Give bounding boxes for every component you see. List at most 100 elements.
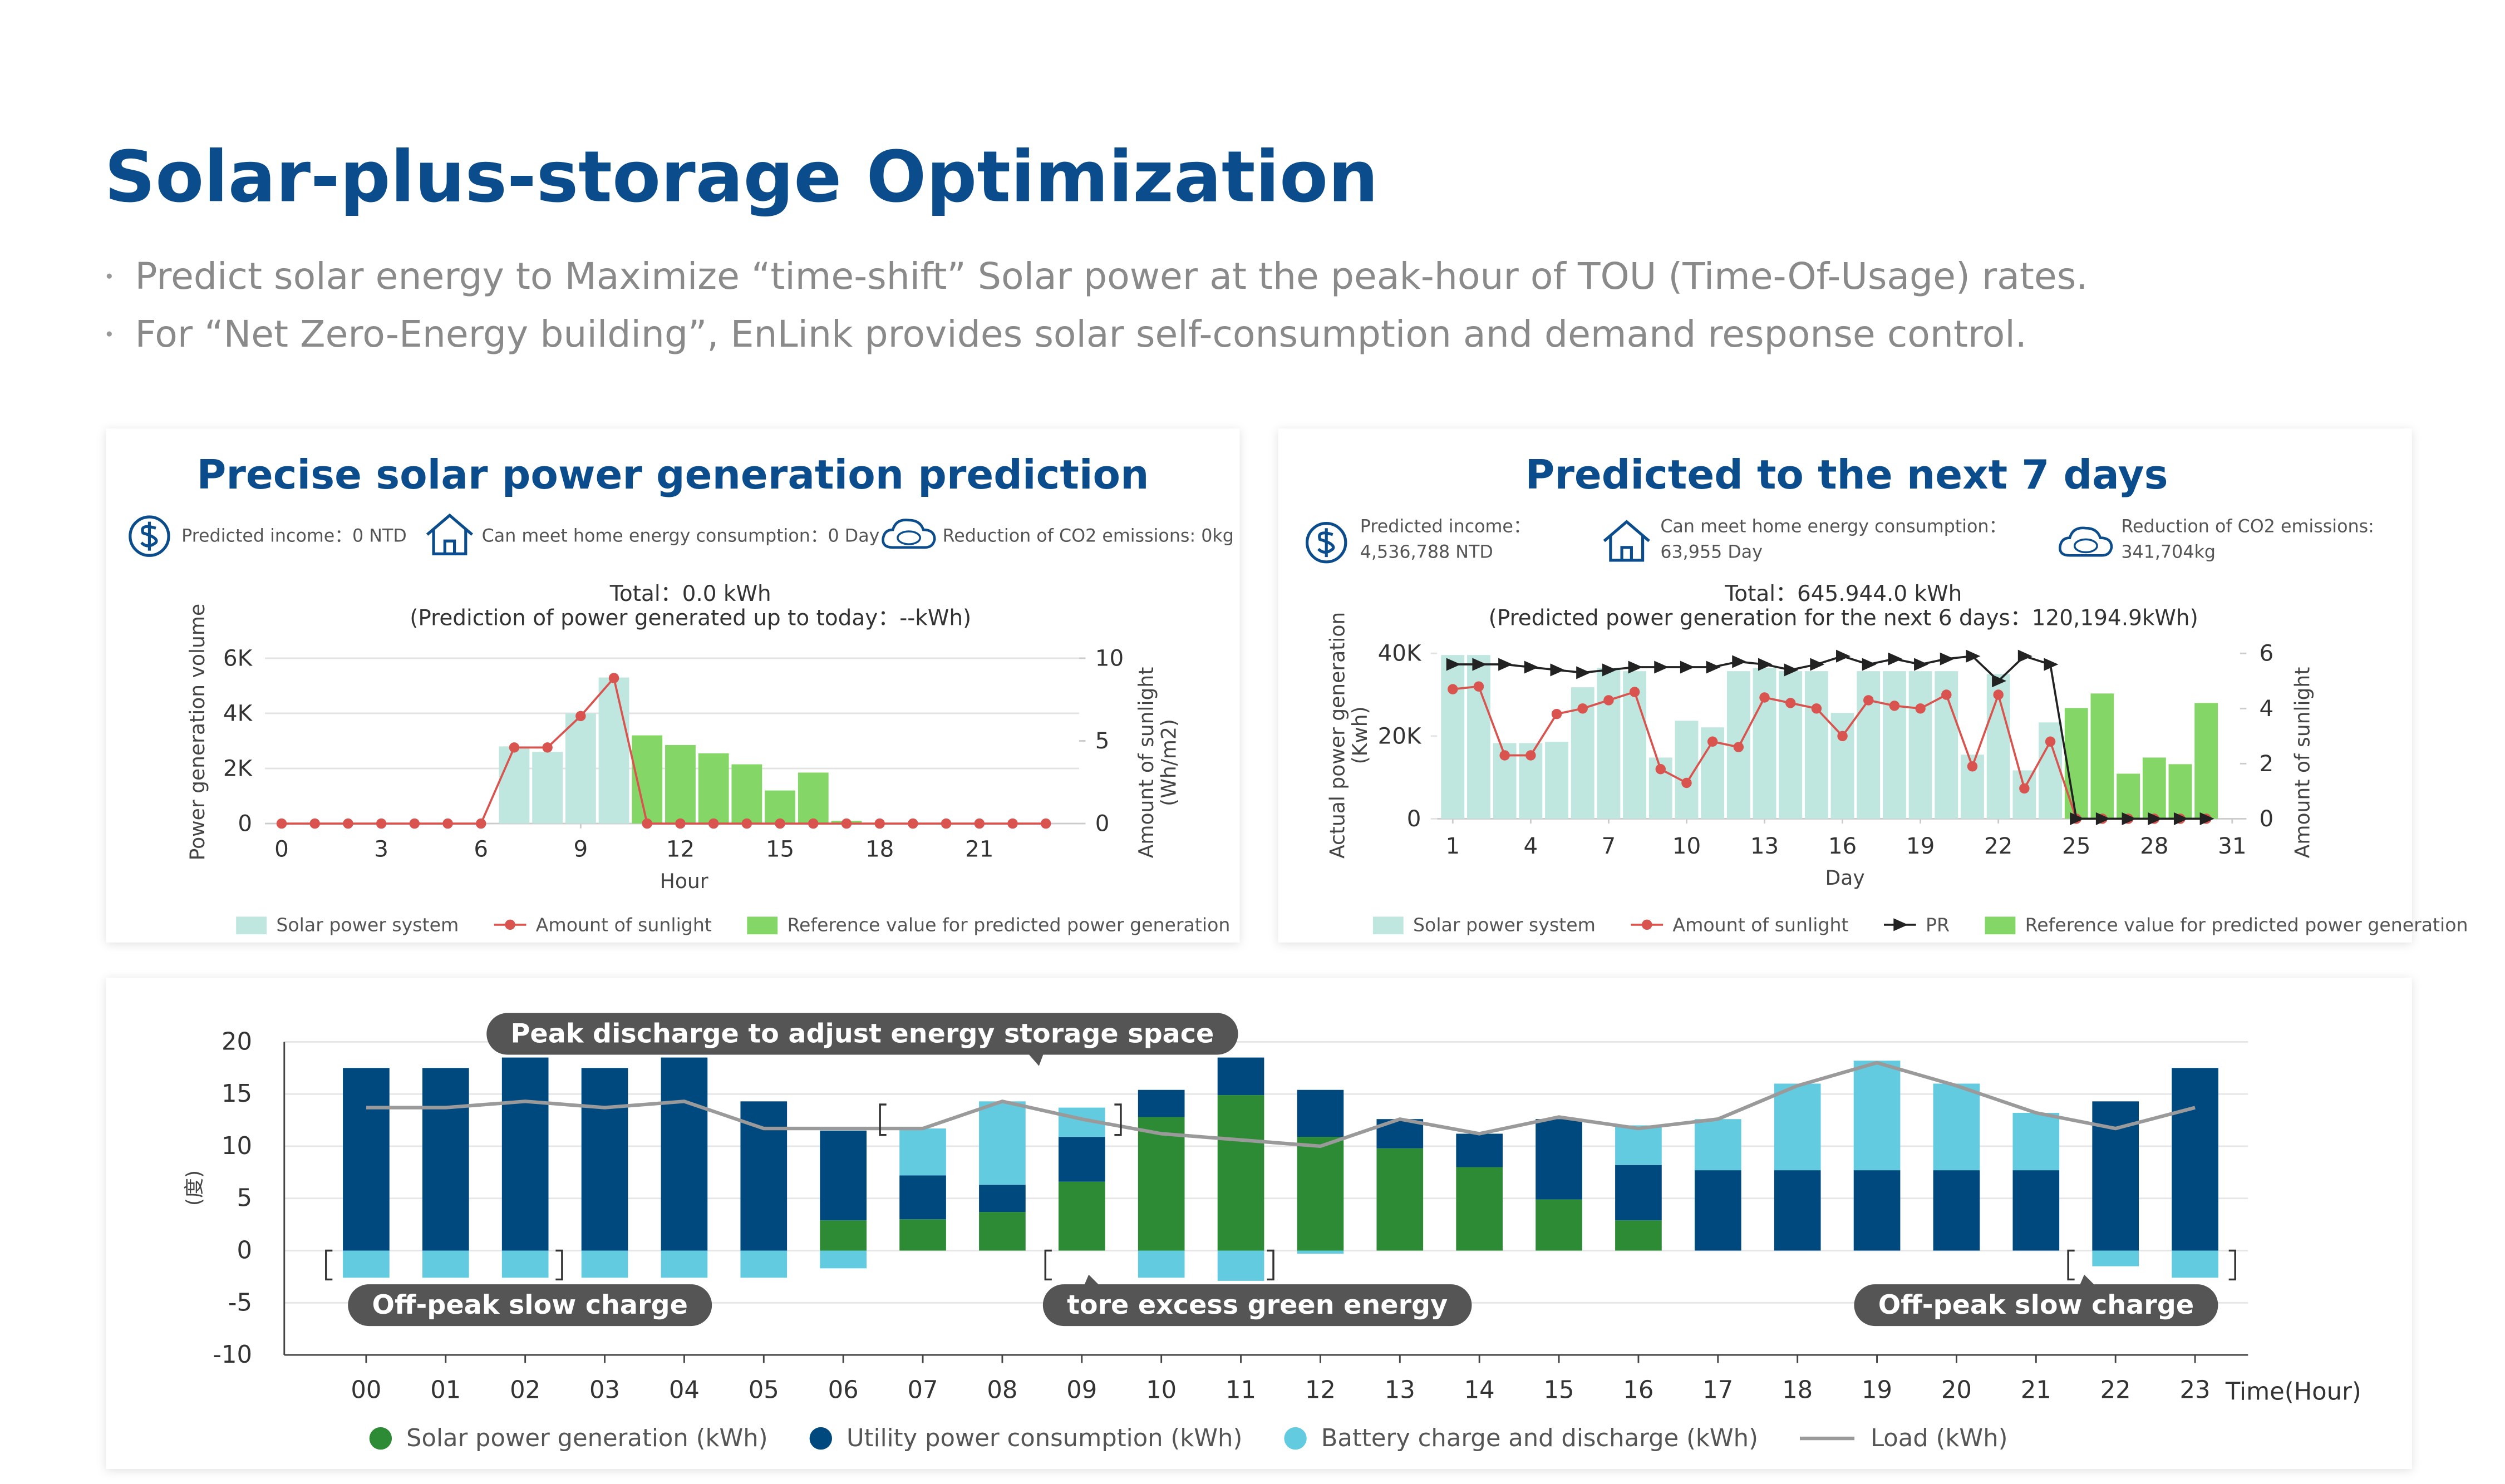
bar-segment [501,1057,549,1251]
line-marker [509,742,520,753]
bar-segment [899,1128,946,1176]
x-tick-label: 16 [1828,833,1857,859]
x-axis-label: Day [1825,866,1865,890]
x-tick-label: 21 [2021,1377,2051,1404]
bar-segment [2012,1170,2060,1251]
line-marker [1576,666,1591,679]
axis-label: (Kwh) [1349,706,1372,764]
bar-segment [979,1185,1026,1212]
legend-label: Battery charge and discharge (kWh) [1321,1424,1758,1452]
icon-cloud [2073,538,2098,554]
line-marker [2095,812,2110,825]
y-tick-label: -10 [213,1341,252,1369]
x-tick-label: 15 [1544,1377,1574,1404]
line-marker [2199,812,2214,825]
line-marker [1940,652,1955,665]
y-tick-label: 0 [237,1237,253,1265]
y2-tick-label: 5 [1095,728,1110,754]
bar-segment [1536,1199,1582,1251]
line-marker [1759,692,1770,703]
line-marker [1629,687,1640,697]
line-marker [1888,652,1903,665]
bar-segment [820,1130,867,1221]
line-marker [1577,703,1588,714]
legend-swatch [747,916,778,935]
bullet-text: Predict solar energy to Maximize “time-s… [135,254,2088,298]
line-marker [841,818,852,829]
bar-segment [343,1068,390,1251]
bar-segment [422,1250,469,1278]
line-marker [1498,658,1513,671]
y-tick-label: 15 [222,1080,252,1108]
bar-segment [1694,1170,1741,1251]
bar [731,764,762,824]
line-marker [974,818,985,829]
bar [798,772,829,824]
annotation-pointer [1027,1053,1044,1066]
bar-segment [1853,1061,1901,1171]
line-marker [1681,777,1692,788]
line-marker [409,818,420,829]
bar-segment [1217,1250,1264,1281]
y2-tick-label: 0 [2259,806,2273,832]
bar-segment [979,1101,1026,1185]
bar-segment [1536,1119,1582,1200]
bar-segment [1694,1119,1741,1171]
line-marker [941,818,952,829]
bar-segment [1853,1170,1901,1251]
line-marker [1473,681,1484,692]
line-marker [1810,658,1825,671]
line-marker [1863,695,1874,706]
line-marker [2045,736,2056,747]
line-marker [1550,663,1565,677]
legend-label: Amount of sunlight [1672,914,1848,935]
bar [532,752,563,824]
icon-house [1603,520,1650,562]
annotation-pointer [1084,1274,1100,1286]
legend-swatch [809,1427,833,1450]
chart-title: Predicted to the next 7 days [1525,452,2168,499]
line-marker [1551,708,1562,719]
x-tick-label: 7 [1602,833,1616,859]
bar-segment [820,1250,867,1269]
x-tick-label: 21 [965,836,993,862]
line-marker [1448,684,1458,694]
x-tick-label: 17 [1702,1377,1733,1404]
bracket [2067,1249,2075,1281]
bar-segment [740,1250,788,1278]
legend-swatch [1284,1427,1307,1450]
y2-tick-label: 6 [2259,640,2273,667]
line-marker [1680,660,1695,674]
line-marker [1499,750,1510,761]
x-tick-label: 15 [766,836,794,862]
bar-segment [1138,1250,1185,1278]
y-tick-label: 5 [237,1185,253,1212]
stat-text: Can meet home energy consumption：0 Day [482,526,880,546]
bar-segment [2172,1250,2218,1278]
line-marker [575,711,586,722]
line-marker [1602,663,1617,677]
page-title: Solar-plus-storage Optimization [105,135,1379,218]
x-tick-label: 13 [1750,833,1779,859]
icon-cloud [897,530,922,545]
legend-swatch [1893,918,1908,931]
axis-label: Power generation volume [186,604,209,860]
bar-segment [1217,1057,1264,1096]
bar-segment [820,1220,867,1251]
bar [1830,713,1854,819]
line-marker [608,673,619,683]
line-marker [908,818,918,829]
x-tick-label: 01 [430,1377,461,1404]
x-tick-label: 3 [374,836,388,862]
icon-dollar [129,515,170,557]
bar [565,713,596,824]
bar [1883,671,1906,819]
x-tick-label: 09 [1066,1377,1097,1404]
line-marker [1889,701,1900,711]
bar-segment [1297,1250,1344,1254]
line-marker [675,818,686,829]
annotation-pill [348,1284,712,1327]
bar-segment [979,1212,1026,1251]
